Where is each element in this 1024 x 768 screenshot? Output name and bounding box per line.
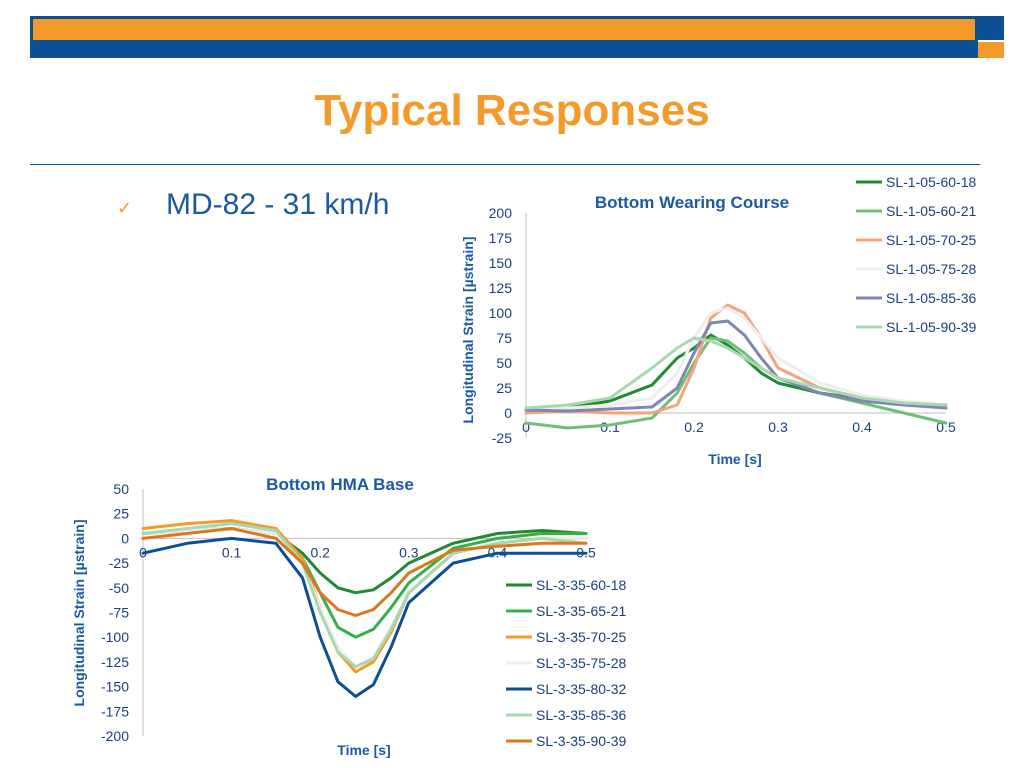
legend-label: SL-1-05-60-21 — [886, 203, 976, 219]
y-tick-label: -50 — [109, 580, 129, 596]
y-tick-label: 50 — [496, 355, 512, 371]
x-tick-label: 0.2 — [684, 419, 704, 435]
y-tick-label: 25 — [496, 380, 512, 396]
legend-label: SL-1-05-60-18 — [886, 174, 976, 190]
x-tick-label: 0.3 — [768, 419, 788, 435]
legend-label: SL-3-35-65-21 — [536, 603, 626, 619]
series-line — [141, 527, 588, 617]
checkmark-bullet-icon: ✓ — [117, 198, 133, 218]
legend-label: SL-3-35-80-32 — [536, 681, 626, 697]
legend-label: SL-3-35-90-39 — [536, 733, 626, 749]
y-tick-label: 200 — [489, 205, 513, 221]
header-band-orange — [33, 19, 975, 40]
y-tick-label: -175 — [101, 703, 129, 719]
corner-square-orange — [978, 42, 1004, 58]
y-axis-label: Longitudinal Strain [µstrain] — [71, 520, 87, 707]
chart-title: Bottom Wearing Course — [595, 193, 789, 212]
y-tick-label: -125 — [101, 654, 129, 670]
y-axis-label: Longitudinal Strain [µstrain] — [460, 237, 476, 424]
y-tick-label: 50 — [113, 481, 129, 497]
y-tick-label: 150 — [489, 255, 513, 271]
legend-label: SL-1-05-85-36 — [886, 290, 976, 306]
legend-label: SL-1-05-75-28 — [886, 261, 976, 277]
corner-square-blue — [978, 16, 1004, 40]
legend-label: SL-3-35-70-25 — [536, 629, 626, 645]
legend-label: SL-1-05-70-25 — [886, 232, 976, 248]
x-axis-label: Time [s] — [337, 742, 390, 758]
series-line — [524, 336, 948, 410]
x-tick-label: 0 — [522, 419, 530, 435]
series-line — [141, 536, 588, 698]
legend-label: SL-1-05-90-39 — [886, 319, 976, 335]
y-tick-label: -25 — [109, 555, 129, 571]
y-tick-label: -75 — [109, 605, 129, 621]
series-line — [524, 306, 948, 410]
y-tick-label: 75 — [496, 330, 512, 346]
y-tick-label: -25 — [492, 430, 512, 446]
series-line — [141, 519, 588, 674]
x-tick-label: 0.1 — [222, 544, 242, 560]
title-divider — [30, 164, 980, 165]
series-line — [141, 527, 588, 669]
y-tick-label: 100 — [489, 305, 513, 321]
series-line — [524, 319, 948, 413]
y-tick-label: 25 — [113, 506, 129, 522]
x-tick-label: 0.4 — [852, 419, 872, 435]
y-tick-label: 175 — [489, 230, 513, 246]
x-axis-label: Time [s] — [708, 451, 761, 467]
bullet-text: MD-82 - 31 km/h — [166, 188, 390, 221]
y-tick-label: 125 — [489, 280, 513, 296]
page-title: Typical Responses — [314, 86, 710, 135]
legend-label: SL-3-35-85-36 — [536, 707, 626, 723]
x-tick-label: 0.3 — [399, 544, 419, 560]
y-tick-label: -150 — [101, 679, 129, 695]
x-tick-label: 0.2 — [310, 544, 330, 560]
y-tick-label: -100 — [101, 629, 129, 645]
y-tick-label: -200 — [101, 728, 129, 744]
legend-label: SL-3-35-75-28 — [536, 655, 626, 671]
y-tick-label: 0 — [121, 530, 129, 546]
y-tick-label: 0 — [504, 405, 512, 421]
legend-label: SL-3-35-60-18 — [536, 577, 626, 593]
chart-title: Bottom HMA Base — [266, 475, 414, 494]
